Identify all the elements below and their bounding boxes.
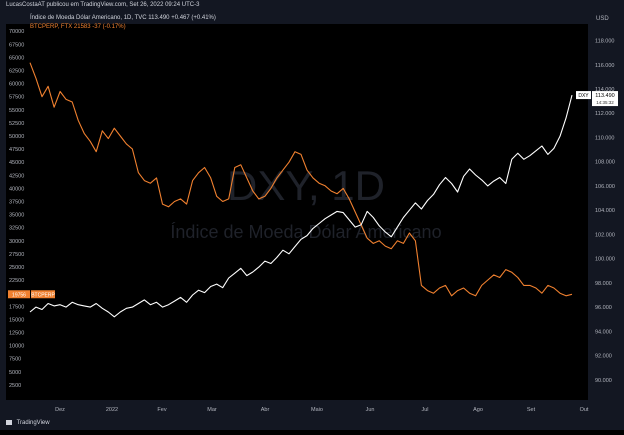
dxy-symbol-badge	[576, 91, 591, 100]
tradingview-logo-icon	[6, 419, 12, 425]
right-axis-tick: 112.000	[595, 111, 614, 117]
right-axis-tick: 118.000	[595, 39, 614, 45]
left-axis-tick: 40000	[9, 186, 24, 192]
x-axis-tick: Dez	[55, 407, 65, 413]
right-axis-tick: 90.000	[595, 378, 612, 384]
publish-header: LucasCostaAT publicou em TradingView.com…	[6, 2, 200, 8]
x-axis-tick: Fev	[157, 407, 166, 413]
left-axis-tick: 15000	[9, 317, 24, 323]
x-axis-tick: Jul	[421, 407, 428, 413]
series-line-dxy[interactable]	[29, 94, 573, 318]
right-axis-tick: 114.000	[595, 87, 614, 93]
btc-last-value-label: 19756	[12, 292, 26, 298]
x-axis-tick: 2022	[106, 407, 118, 413]
right-axis-tick: 100.000	[595, 257, 615, 263]
btc-last-value-badge	[8, 290, 30, 299]
x-axis-tick: Out	[580, 407, 589, 413]
brand-label: TradingView	[16, 420, 50, 426]
x-axis-tick: Maio	[311, 407, 323, 413]
x-axis-tick: Abr	[261, 407, 270, 413]
btc-symbol-badge	[31, 290, 55, 299]
left-axis-tick: 65000	[9, 55, 24, 61]
x-axis-tick: Ago	[473, 407, 483, 413]
left-axis-tick: 7500	[9, 357, 21, 363]
left-axis-tick: 62500	[9, 69, 24, 75]
left-axis-tick: 5000	[9, 370, 21, 376]
left-axis-tick: 10000	[9, 344, 24, 350]
left-axis-tick: 2500	[9, 383, 21, 389]
dxy-last-value-label: 113.490	[595, 93, 614, 99]
right-axis-tick: 104.000	[595, 208, 615, 214]
left-axis-tick: 30000	[9, 239, 24, 245]
watermark-name: Índice de Moeda Dólar Americano	[170, 222, 441, 242]
btc-symbol-label: BTCPERP	[31, 292, 55, 298]
left-axis-tick: 37500	[9, 200, 24, 206]
left-axis-tick: 70000	[9, 29, 24, 35]
legend: Índice de Moeda Dólar Americano, 1D, TVC…	[30, 14, 216, 32]
right-axis-tick: 102.000	[595, 232, 615, 238]
right-axis-tick: 106.000	[595, 184, 615, 190]
series-line-btcperp[interactable]	[29, 62, 573, 297]
right-axis-tick: 94.000	[595, 329, 612, 335]
x-axis-tick: Mar	[207, 407, 217, 413]
right-axis-unit: USD	[596, 16, 609, 22]
left-axis-tick: 42500	[9, 173, 24, 179]
plot-background	[6, 24, 588, 400]
right-axis-tick: 108.000	[595, 160, 615, 166]
dxy-symbol-label: DXY	[578, 93, 589, 99]
right-axis-tick: 96.000	[595, 305, 612, 311]
right-axis-tick: 98.000	[595, 281, 612, 287]
watermark-symbol: DXY, 1D	[227, 162, 385, 209]
left-axis-tick: 22500	[9, 278, 24, 284]
right-axis-tick: 110.000	[595, 135, 614, 141]
left-axis-tick: 17500	[9, 304, 24, 310]
left-axis-tick: 25000	[9, 265, 24, 271]
tradingview-brand[interactable]: TradingView	[6, 419, 50, 426]
left-axis-tick: 12500	[9, 331, 24, 337]
left-axis-tick: 55000	[9, 108, 24, 114]
dxy-last-value-badge	[592, 91, 618, 107]
right-axis-tick: 116.000	[595, 63, 614, 69]
legend-dxy[interactable]: Índice de Moeda Dólar Americano, 1D, TVC…	[30, 15, 216, 21]
x-axis-tick: Jun	[366, 407, 375, 413]
left-axis-tick: 50000	[9, 134, 24, 140]
left-axis-tick: 32500	[9, 226, 24, 232]
left-axis-tick: 57500	[9, 95, 24, 101]
left-axis-tick: 47500	[9, 147, 24, 153]
left-axis-tick: 52500	[9, 121, 24, 127]
left-axis-tick: 27500	[9, 252, 24, 258]
left-axis-tick: 60000	[9, 82, 24, 88]
left-axis-tick: 67500	[9, 42, 24, 48]
left-axis-tick: 35000	[9, 213, 24, 219]
dxy-countdown-label: 14:35:32	[596, 100, 614, 105]
legend-btc[interactable]: BTCPERP, FTX 21583 -37 (-0.17%)	[30, 24, 126, 30]
x-axis-tick: Set	[527, 407, 536, 413]
left-axis-tick: 45000	[9, 160, 24, 166]
right-axis-tick: 92.000	[595, 354, 612, 360]
